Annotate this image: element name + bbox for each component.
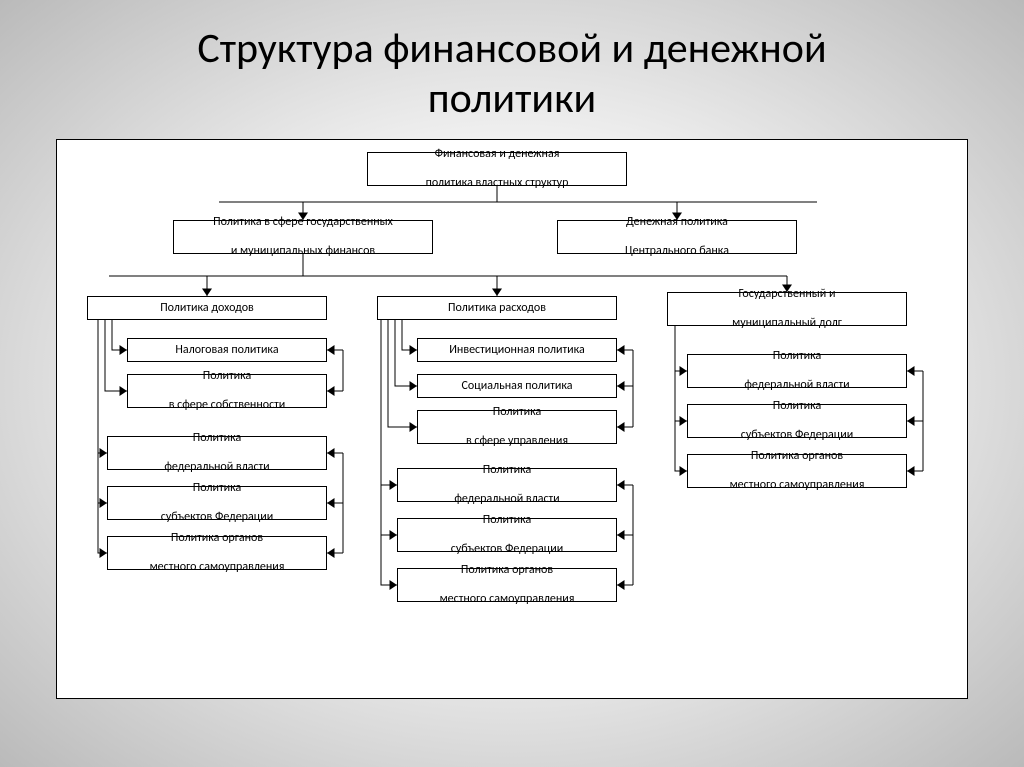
node-gov: Политика в сфере государственныхи муници… xyxy=(173,220,433,254)
node-debt: Государственный имуниципальный долг xyxy=(667,292,907,326)
node-esub: Политикасубъектов Федерации xyxy=(397,518,617,552)
node-dsub: Политикасубъектов Федерации xyxy=(687,404,907,438)
node-inc: Политика доходов xyxy=(87,296,327,320)
node-isub: Политикасубъектов Федерации xyxy=(107,486,327,520)
diagram-container: Финансовая и денежнаяполитика властных с… xyxy=(56,139,968,699)
node-ifed: Политикафедеральной власти xyxy=(107,436,327,470)
node-soc: Социальная политика xyxy=(417,374,617,398)
node-iloc: Политика органовместного самоуправления xyxy=(107,536,327,570)
node-inv: Инвестиционная политика xyxy=(417,338,617,362)
node-mgt: Политикав сфере управления xyxy=(417,410,617,444)
node-dfed: Политикафедеральной власти xyxy=(687,354,907,388)
page-title: Структура финансовой и денежной политики xyxy=(0,0,1024,125)
node-efed: Политикафедеральной власти xyxy=(397,468,617,502)
node-exp: Политика расходов xyxy=(377,296,617,320)
node-eloc: Политика органовместного самоуправления xyxy=(397,568,617,602)
node-dloc: Политика органовместного самоуправления xyxy=(687,454,907,488)
node-prop: Политикав сфере собственности xyxy=(127,374,327,408)
node-tax: Налоговая политика xyxy=(127,338,327,362)
title-line-1: Структура финансовой и денежной xyxy=(197,23,826,74)
node-cb: Денежная политикаЦентрального банка xyxy=(557,220,797,254)
title-line-2: политики xyxy=(428,73,597,124)
node-root: Финансовая и денежнаяполитика властных с… xyxy=(367,152,627,186)
